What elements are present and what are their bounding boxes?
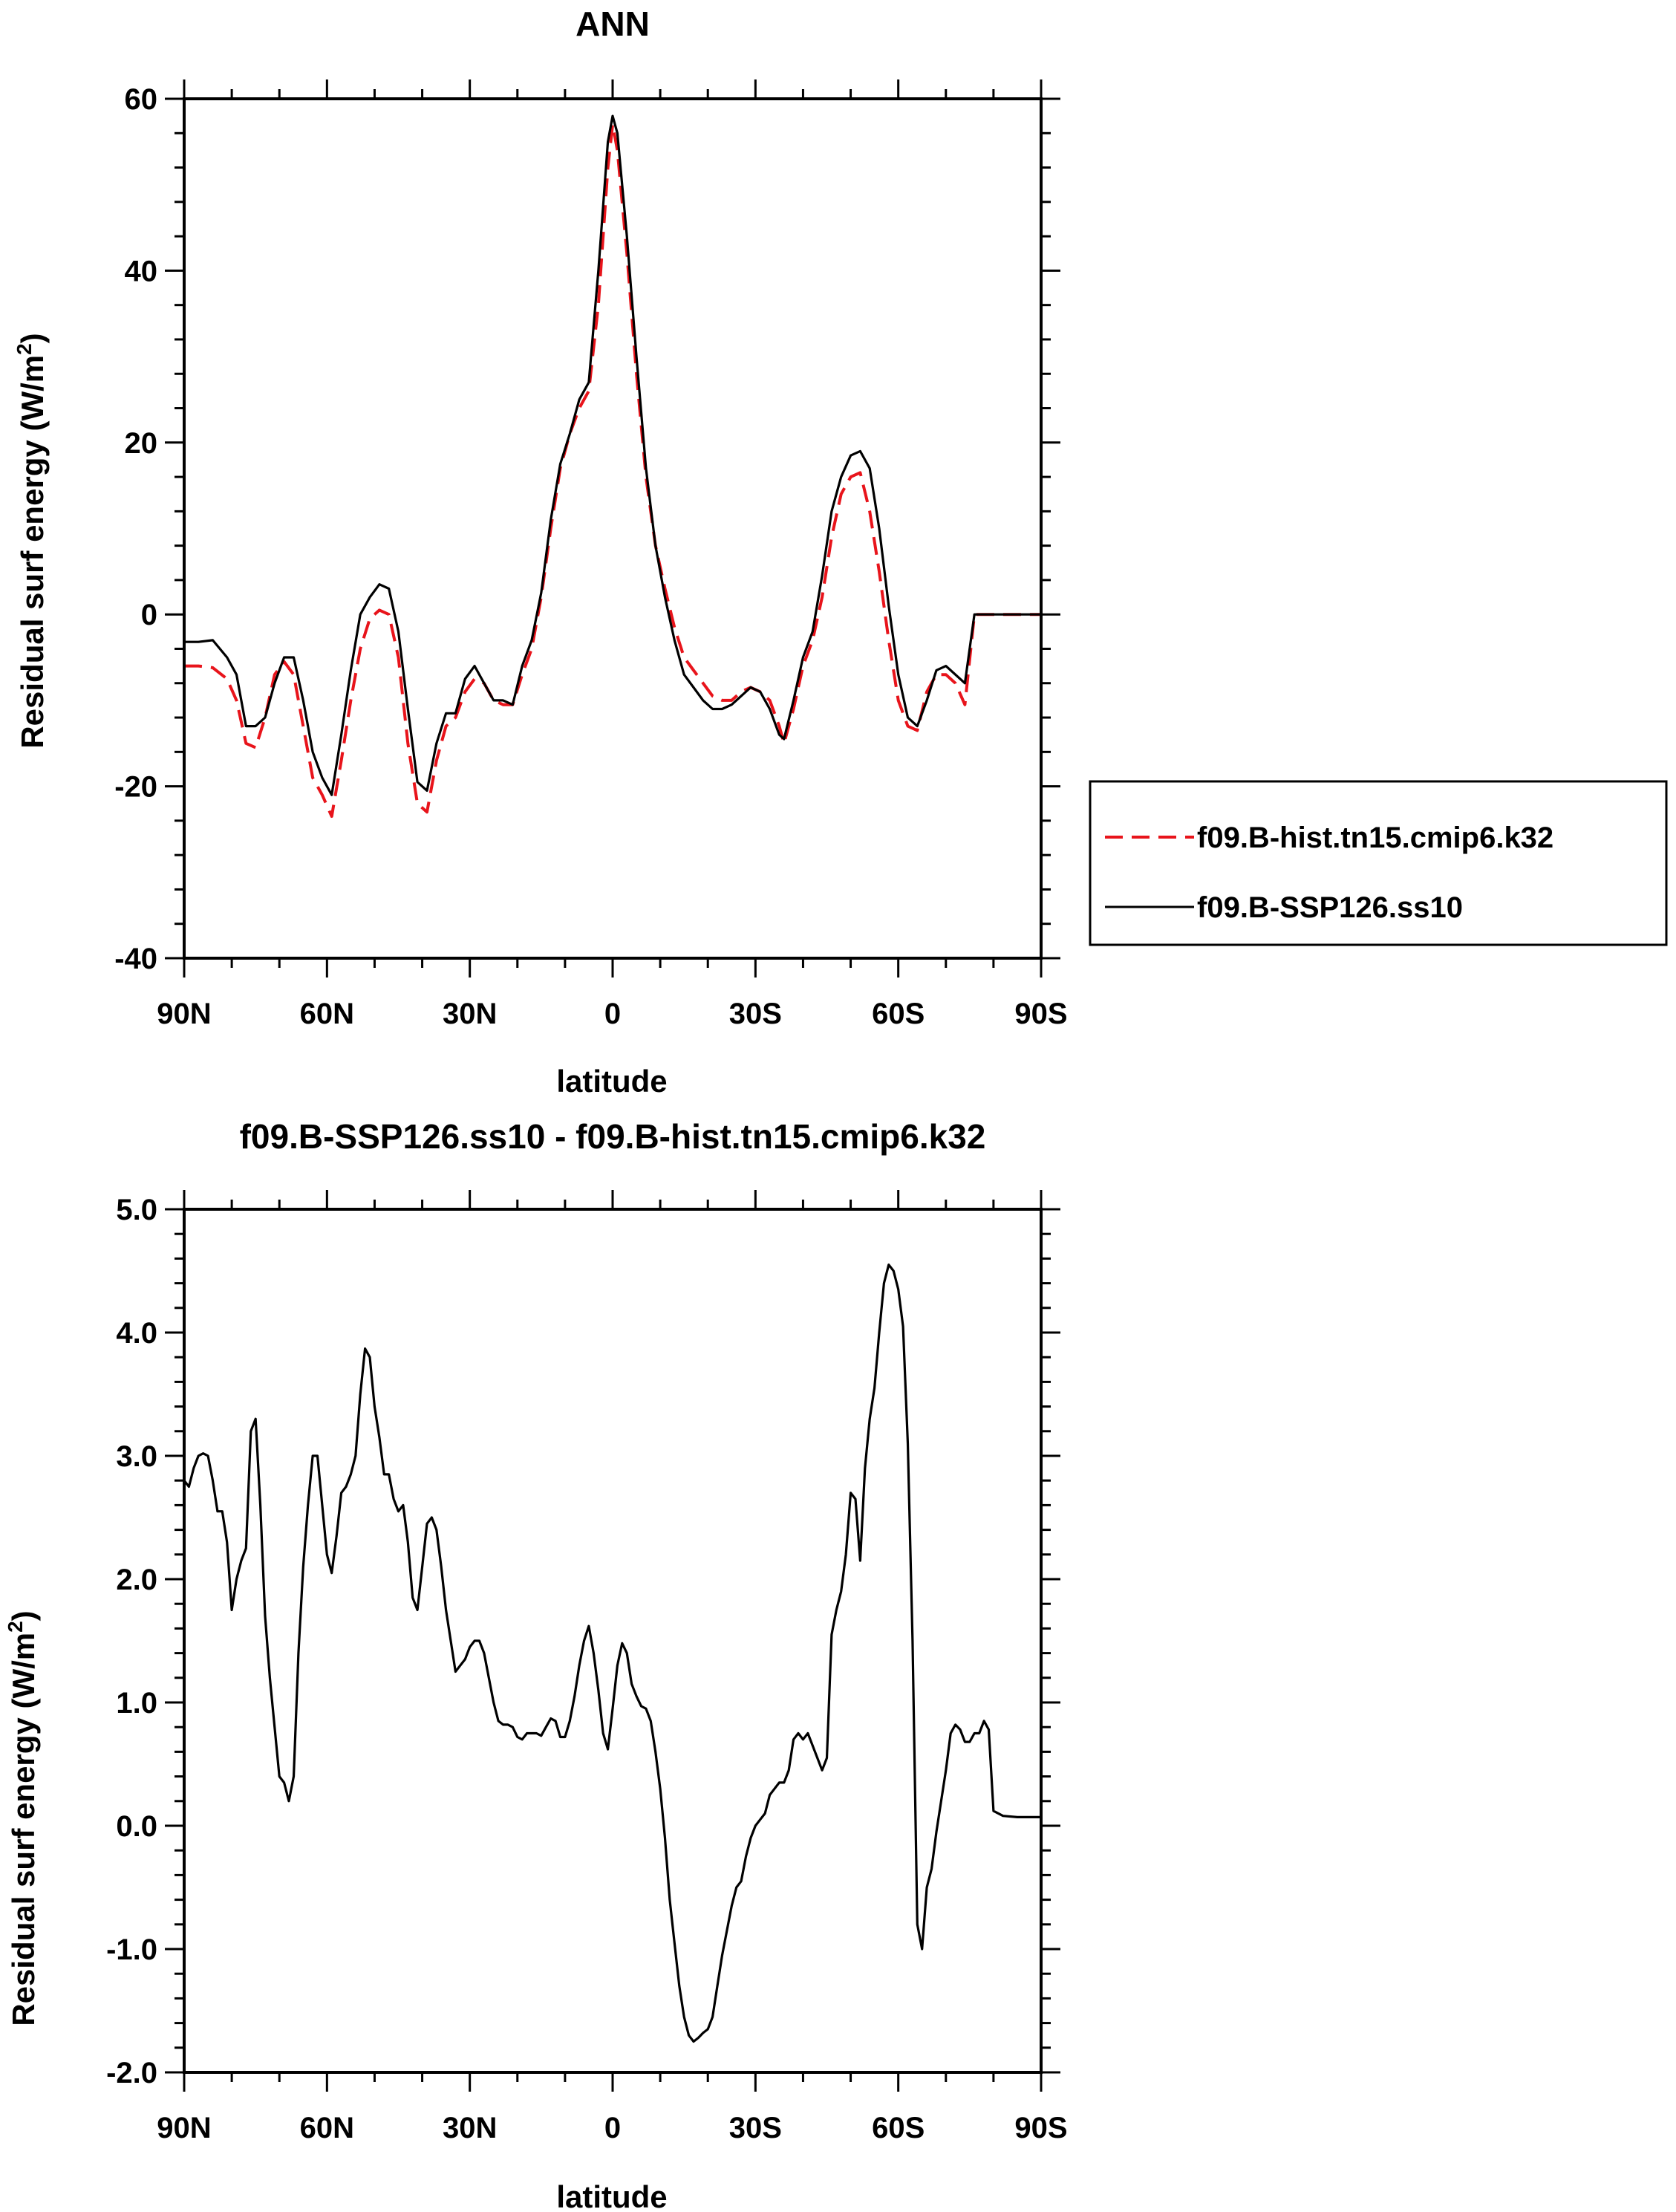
top-chart-x-tick-label: 30N <box>443 998 497 1030</box>
top-chart-x-tick-label: 30S <box>729 998 782 1030</box>
bottom-chart-tick-labels: -2.0 -1.0 0.0 1.0 2.0 3.0 4.0 5.0 90N 60N 30N 0 30S 6… <box>106 1194 1068 2144</box>
bottom-chart-x-tick-label: 0 <box>604 2112 621 2144</box>
bottom-chart-y-tick-label: 1.0 <box>116 1687 157 1720</box>
top-chart-y-tick-label: -20 <box>114 771 157 804</box>
top-chart-frame <box>183 97 1043 960</box>
top-chart-series-line-0 <box>184 123 1041 819</box>
top-chart-x-tick-label: 0 <box>604 998 621 1030</box>
bottom-chart-x-tick-label: 30N <box>443 2112 497 2144</box>
bottom-chart-x-tick-label: 90N <box>157 2112 211 2144</box>
top-chart-y-tick-label: -40 <box>114 943 157 975</box>
bottom-chart-ticks <box>165 1190 1060 2092</box>
bottom-chart-y-axis-label: Residual surf energy (W/m2) <box>4 1610 41 2026</box>
top-chart-x-tick-label: 60S <box>872 998 925 1030</box>
top-chart-y-tick-label: 20 <box>125 427 158 460</box>
top-chart-plot-area <box>184 114 1041 819</box>
top-chart-ticks <box>165 79 1060 977</box>
bottom-chart-y-tick-label: -1.0 <box>106 1933 157 1966</box>
bottom-chart-frame <box>183 1208 1043 2074</box>
top-chart-y-tick-label: 60 <box>125 83 158 116</box>
top-chart-tick-labels: -40 -20 0 20 40 60 90N 60N 30N 0 30S 60S 90S <box>114 83 1067 1030</box>
bottom-chart-plot-area <box>183 1263 1041 2043</box>
top-chart-x-tick-label: 90N <box>157 998 211 1030</box>
top-chart-y-axis-label-exponent: 2 <box>13 343 36 355</box>
bottom-chart-x-axis-label: latitude <box>556 2179 667 2212</box>
top-chart-x-tick-label: 90S <box>1014 998 1067 1030</box>
bottom-chart-y-tick-label: 3.0 <box>116 1440 157 1473</box>
top-chart-y-tick-label: 40 <box>125 255 158 287</box>
top-chart-x-axis-label: latitude <box>556 1064 667 1099</box>
bottom-chart-y-axis-label-exponent: 2 <box>4 1621 27 1633</box>
bottom-chart-y-tick-label: 2.0 <box>116 1564 157 1596</box>
top-chart-title: ANN <box>575 4 650 43</box>
top-chart-legend: f09.B-hist.tn15.cmip6.k32 f09.B-SSP126.s… <box>1089 780 1668 946</box>
legend-label-hist: f09.B-hist.tn15.cmip6.k32 <box>1197 822 1553 854</box>
bottom-chart-y-tick-label: 0.0 <box>116 1810 157 1843</box>
bottom-chart-series-line-0 <box>183 1263 1041 2043</box>
legend-label-ssp126: f09.B-SSP126.ss10 <box>1197 891 1463 924</box>
top-chart-series-line-1 <box>184 114 1041 796</box>
bottom-chart-x-tick-label: 90S <box>1014 2112 1067 2144</box>
top-chart: ANN Residual surf energy (W/m2) latitude… <box>13 4 1068 1099</box>
top-chart-x-tick-label: 60N <box>300 998 354 1030</box>
bottom-chart: f09.B-SSP126.ss10 - f09.B-hist.tn15.cmip… <box>4 1117 1068 2212</box>
bottom-chart-y-tick-label: -2.0 <box>106 2057 157 2089</box>
bottom-chart-y-tick-label: 4.0 <box>116 1317 157 1350</box>
bottom-chart-y-tick-label: 5.0 <box>116 1194 157 1226</box>
top-chart-y-tick-label: 0 <box>141 599 157 631</box>
legend-box <box>1089 780 1668 946</box>
bottom-chart-x-tick-label: 60S <box>872 2112 925 2144</box>
top-chart-y-axis-label: Residual surf energy (W/m2) <box>13 333 50 748</box>
bottom-chart-title: f09.B-SSP126.ss10 - f09.B-hist.tn15.cmip… <box>240 1117 986 1156</box>
bottom-chart-x-tick-label: 30S <box>729 2112 782 2144</box>
bottom-chart-x-tick-label: 60N <box>300 2112 354 2144</box>
